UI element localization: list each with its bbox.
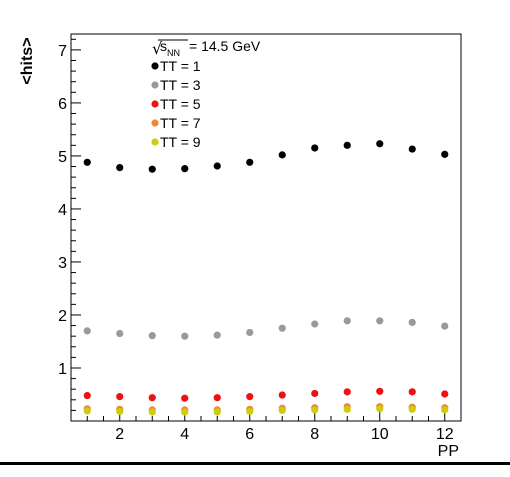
- data-point-series-1: [343, 141, 351, 149]
- data-point-series-1: [181, 165, 189, 173]
- data-point-series-5: [441, 406, 449, 414]
- x-tick-label: 2: [115, 426, 124, 443]
- data-point-series-5: [278, 406, 286, 414]
- y-tick-label: 3: [58, 255, 67, 272]
- data-point-series-3: [311, 389, 319, 398]
- legend-header-subscript: NN: [167, 48, 180, 58]
- x-tick-label: 4: [180, 426, 189, 443]
- data-point-series-2: [213, 331, 221, 339]
- data-point-series-2: [148, 332, 156, 340]
- data-point-series-2: [181, 332, 189, 340]
- x-tick-label: 12: [436, 426, 454, 443]
- data-points: [83, 140, 449, 416]
- data-point-series-1: [376, 140, 384, 148]
- data-point-series-3: [408, 388, 416, 396]
- legend: √ s NN = 14.5 GeV TT = 1 TT = 3 TT = 5 TT =…: [151, 38, 261, 150]
- data-point-series-5: [83, 407, 91, 415]
- data-point-series-1: [408, 145, 416, 153]
- legend-label: TT = 9: [160, 134, 201, 150]
- legend-marker: [151, 100, 159, 108]
- legend-marker: [151, 138, 159, 146]
- x-tick-label: 6: [245, 426, 254, 443]
- data-point-series-5: [376, 405, 384, 413]
- data-point-series-2: [311, 320, 319, 328]
- data-point-series-1: [278, 151, 286, 159]
- data-point-series-5: [246, 407, 254, 416]
- legend-label: TT = 5: [160, 96, 201, 112]
- data-point-series-1: [311, 144, 319, 152]
- x-tick-label: 10: [371, 426, 389, 443]
- data-point-series-3: [246, 393, 254, 401]
- data-point-series-3: [148, 394, 156, 402]
- data-point-series-1: [213, 162, 221, 170]
- data-point-series-3: [376, 387, 384, 395]
- y-tick-label: 1: [58, 361, 67, 378]
- legend-label: TT = 1: [160, 58, 201, 74]
- y-tick-label: 5: [58, 149, 67, 166]
- data-point-series-5: [311, 406, 319, 414]
- data-point-series-2: [116, 329, 124, 338]
- data-point-series-3: [343, 388, 351, 396]
- y-axis: 1 2 3 4 5 6 7: [58, 38, 81, 411]
- data-point-series-1: [83, 158, 91, 166]
- data-point-series-2: [83, 327, 91, 335]
- data-point-series-1: [441, 150, 449, 158]
- data-point-series-5: [343, 405, 351, 413]
- data-point-series-3: [278, 391, 286, 399]
- data-point-series-3: [116, 393, 124, 401]
- x-axis: 2 4 6 8 10 12: [70, 411, 462, 443]
- y-tick-label: 2: [58, 308, 67, 325]
- data-point-series-5: [116, 407, 124, 416]
- y-tick-label: 7: [58, 43, 67, 60]
- x-axis-label: PP: [438, 443, 459, 460]
- legend-marker: [151, 81, 159, 89]
- data-point-series-5: [148, 408, 156, 416]
- data-point-series-3: [441, 390, 449, 398]
- data-point-series-5: [181, 408, 189, 416]
- plot-frame: [70, 33, 462, 422]
- legend-header-s: s: [160, 38, 167, 54]
- data-point-series-5: [408, 405, 416, 413]
- data-point-series-2: [343, 317, 351, 325]
- data-point-series-2: [441, 322, 449, 330]
- data-point-series-3: [83, 391, 91, 400]
- data-point-series-1: [116, 163, 124, 172]
- data-point-series-1: [148, 165, 156, 173]
- data-point-series-2: [408, 318, 416, 326]
- data-point-series-5: [213, 408, 221, 416]
- x-tick-label: 8: [310, 426, 319, 443]
- legend-marker: [151, 119, 159, 127]
- y-tick-label: 4: [58, 202, 67, 219]
- data-point-series-2: [246, 328, 254, 337]
- data-point-series-1: [246, 158, 254, 166]
- legend-label: TT = 3: [160, 77, 201, 93]
- y-tick-label: 6: [58, 96, 67, 113]
- legend-marker: [151, 62, 159, 70]
- sqrt-symbol: √: [152, 39, 163, 58]
- data-point-series-3: [181, 394, 189, 402]
- bottom-border: [0, 462, 510, 465]
- data-point-series-2: [376, 317, 384, 325]
- legend-header-energy: = 14.5 GeV: [189, 38, 261, 54]
- legend-label: TT = 7: [160, 115, 201, 131]
- data-point-series-2: [278, 324, 286, 332]
- data-point-series-3: [213, 394, 221, 402]
